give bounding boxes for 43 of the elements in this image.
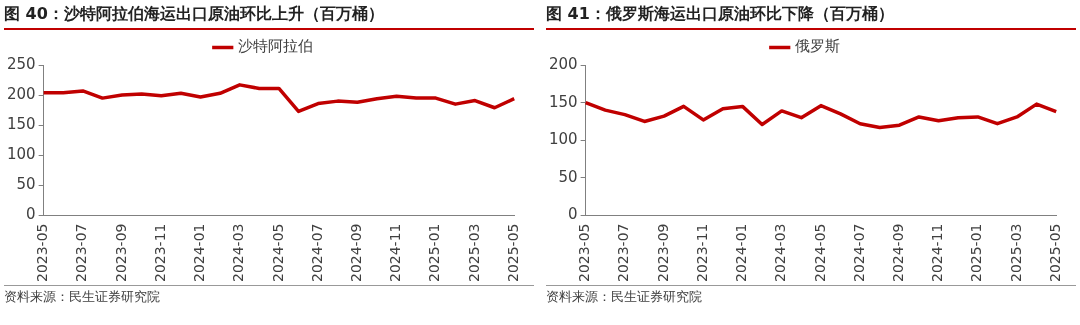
x-tick-label: 2023-05 — [576, 223, 593, 282]
x-tick-label: 2024-03 — [772, 223, 789, 282]
x-tick-label: 2023-11 — [151, 223, 168, 282]
x-tick-label: 2024-05 — [811, 223, 828, 282]
x-tick-label: 2025-01 — [968, 223, 985, 282]
x-tick-label: 2024-05 — [269, 223, 286, 282]
x-tick-label: 2024-07 — [308, 223, 325, 282]
y-tick-label: 200 — [548, 54, 578, 73]
y-tick-label: 150 — [548, 92, 578, 111]
x-tick-label: 2023-09 — [654, 223, 671, 282]
chart-title: 图 40：沙特阿拉伯海运出口原油环比上升（百万桶） — [4, 4, 534, 30]
x-tick-label: 2023-07 — [73, 223, 90, 282]
x-tick-label: 2024-03 — [230, 223, 247, 282]
x-tick-label: 2024-01 — [191, 223, 208, 282]
chart-title: 图 41：俄罗斯海运出口原油环比下降（百万桶） — [546, 4, 1076, 30]
y-tick-label: 100 — [6, 145, 36, 164]
x-tick-label: 2024-01 — [733, 223, 750, 282]
y-tick-label: 50 — [558, 167, 578, 186]
x-tick-label: 2024-09 — [889, 223, 906, 282]
x-tick-label: 2025-05 — [1046, 223, 1063, 282]
x-tick-label: 2023-05 — [34, 223, 51, 282]
x-tick-label: 2024-07 — [850, 223, 867, 282]
x-tick-label: 2024-09 — [347, 223, 364, 282]
y-tick-label: 200 — [6, 84, 36, 103]
x-tick-label: 2025-03 — [1007, 223, 1024, 282]
x-tick-label: 2023-09 — [112, 223, 129, 282]
legend-label: 俄罗斯 — [794, 37, 840, 56]
y-tick-label: 100 — [548, 130, 578, 149]
x-tick-label: 2023-07 — [615, 223, 632, 282]
y-tick-label: 50 — [16, 175, 36, 194]
text: 资料来源：民生证券研究院 — [546, 285, 1076, 306]
y-tick-label: 250 — [6, 54, 36, 73]
text: 资料来源：民生证券研究院 — [4, 285, 534, 306]
x-tick-label: 2024-11 — [929, 223, 946, 282]
x-tick-label: 2025-01 — [426, 223, 443, 282]
x-tick-label: 2025-05 — [504, 223, 521, 282]
y-tick-label: 150 — [6, 115, 36, 134]
y-tick-label: 0 — [26, 205, 36, 224]
x-tick-label: 2023-11 — [693, 223, 710, 282]
legend-label: 沙特阿拉伯 — [237, 37, 313, 56]
y-tick-label: 0 — [568, 205, 578, 224]
x-tick-label: 2024-11 — [387, 223, 404, 282]
x-tick-label: 2025-03 — [465, 223, 482, 282]
